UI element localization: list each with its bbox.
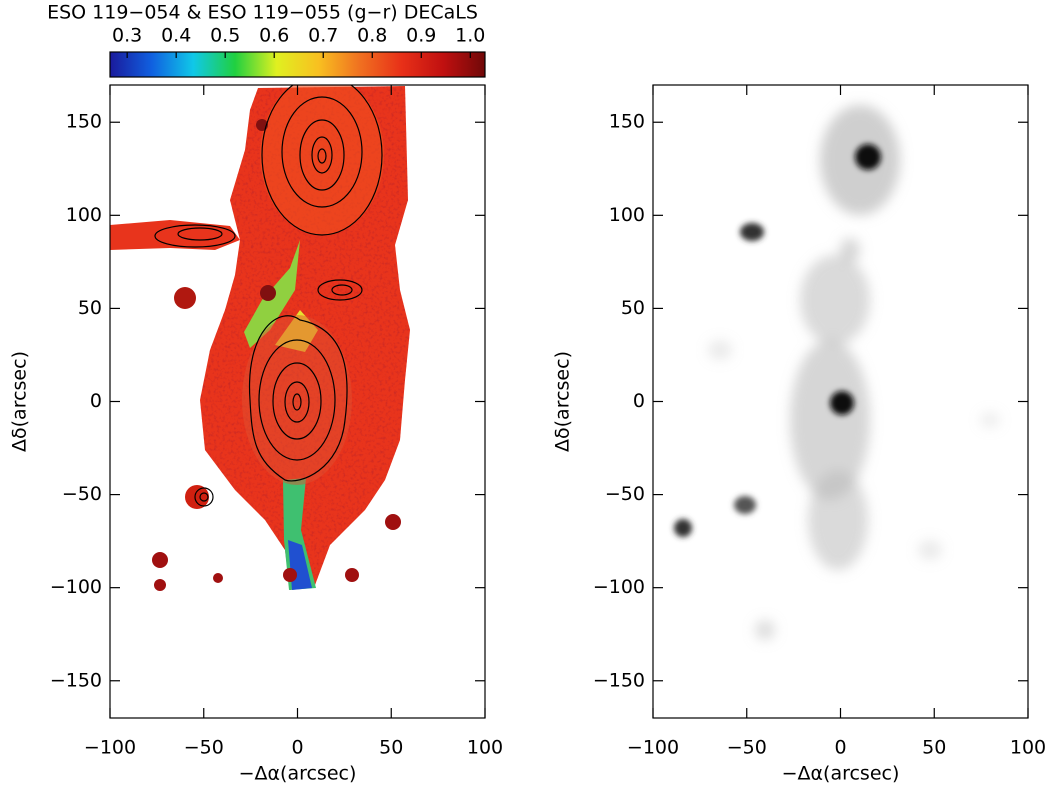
x-tick-label: 50	[922, 737, 946, 759]
y-tick-label: −150	[50, 669, 102, 691]
x-tick-label: −50	[727, 737, 767, 759]
y-tick-label: −150	[593, 669, 645, 691]
y-tick-label: 100	[609, 204, 645, 226]
x-tick-label: −100	[627, 737, 679, 759]
x-axis-label: −Δα(arcsec)	[782, 763, 900, 785]
grayscale-image	[674, 105, 1000, 640]
y-tick-label: −100	[50, 576, 102, 598]
chart-title: ESO 119−054 & ESO 119−055 (g−r) DECaLS	[47, 2, 478, 24]
colorbar-tick-label: 0.7	[308, 25, 338, 47]
y-tick-label: 0	[633, 390, 645, 412]
y-tick-label: 0	[90, 390, 102, 412]
y-tick-label: 50	[78, 297, 102, 319]
y-tick-label: 150	[66, 111, 102, 133]
colorbar-tick-label: 0.4	[161, 25, 191, 47]
y-tick-label: −50	[605, 483, 645, 505]
color-map-image	[110, 85, 410, 591]
y-tick-label: 100	[66, 204, 102, 226]
y-tick-label: 150	[609, 111, 645, 133]
x-tick-label: 100	[1010, 737, 1046, 759]
y-tick-label: −100	[593, 576, 645, 598]
y-tick-label: 50	[621, 297, 645, 319]
colorbar-tick-label: 0.6	[259, 25, 289, 47]
y-axis-label: Δδ(arcsec)	[552, 351, 574, 452]
x-tick-label: 100	[467, 737, 503, 759]
y-tick-label: −50	[62, 483, 102, 505]
y-axis-label: Δδ(arcsec)	[9, 351, 31, 452]
x-tick-label: 50	[379, 737, 403, 759]
x-tick-label: −100	[84, 737, 136, 759]
colorbar-tick-label: 0.9	[406, 25, 436, 47]
colorbar	[109, 51, 486, 78]
x-tick-label: 0	[834, 737, 846, 759]
x-tick-label: −50	[184, 737, 224, 759]
colorbar-tick-label: 1.0	[455, 25, 485, 47]
x-axis-label: −Δα(arcsec)	[239, 763, 357, 785]
colorbar-tick-label: 0.5	[210, 25, 240, 47]
colorbar-tick-label: 0.3	[112, 25, 142, 47]
x-tick-label: 0	[291, 737, 303, 759]
colorbar-tick-label: 0.8	[357, 25, 387, 47]
